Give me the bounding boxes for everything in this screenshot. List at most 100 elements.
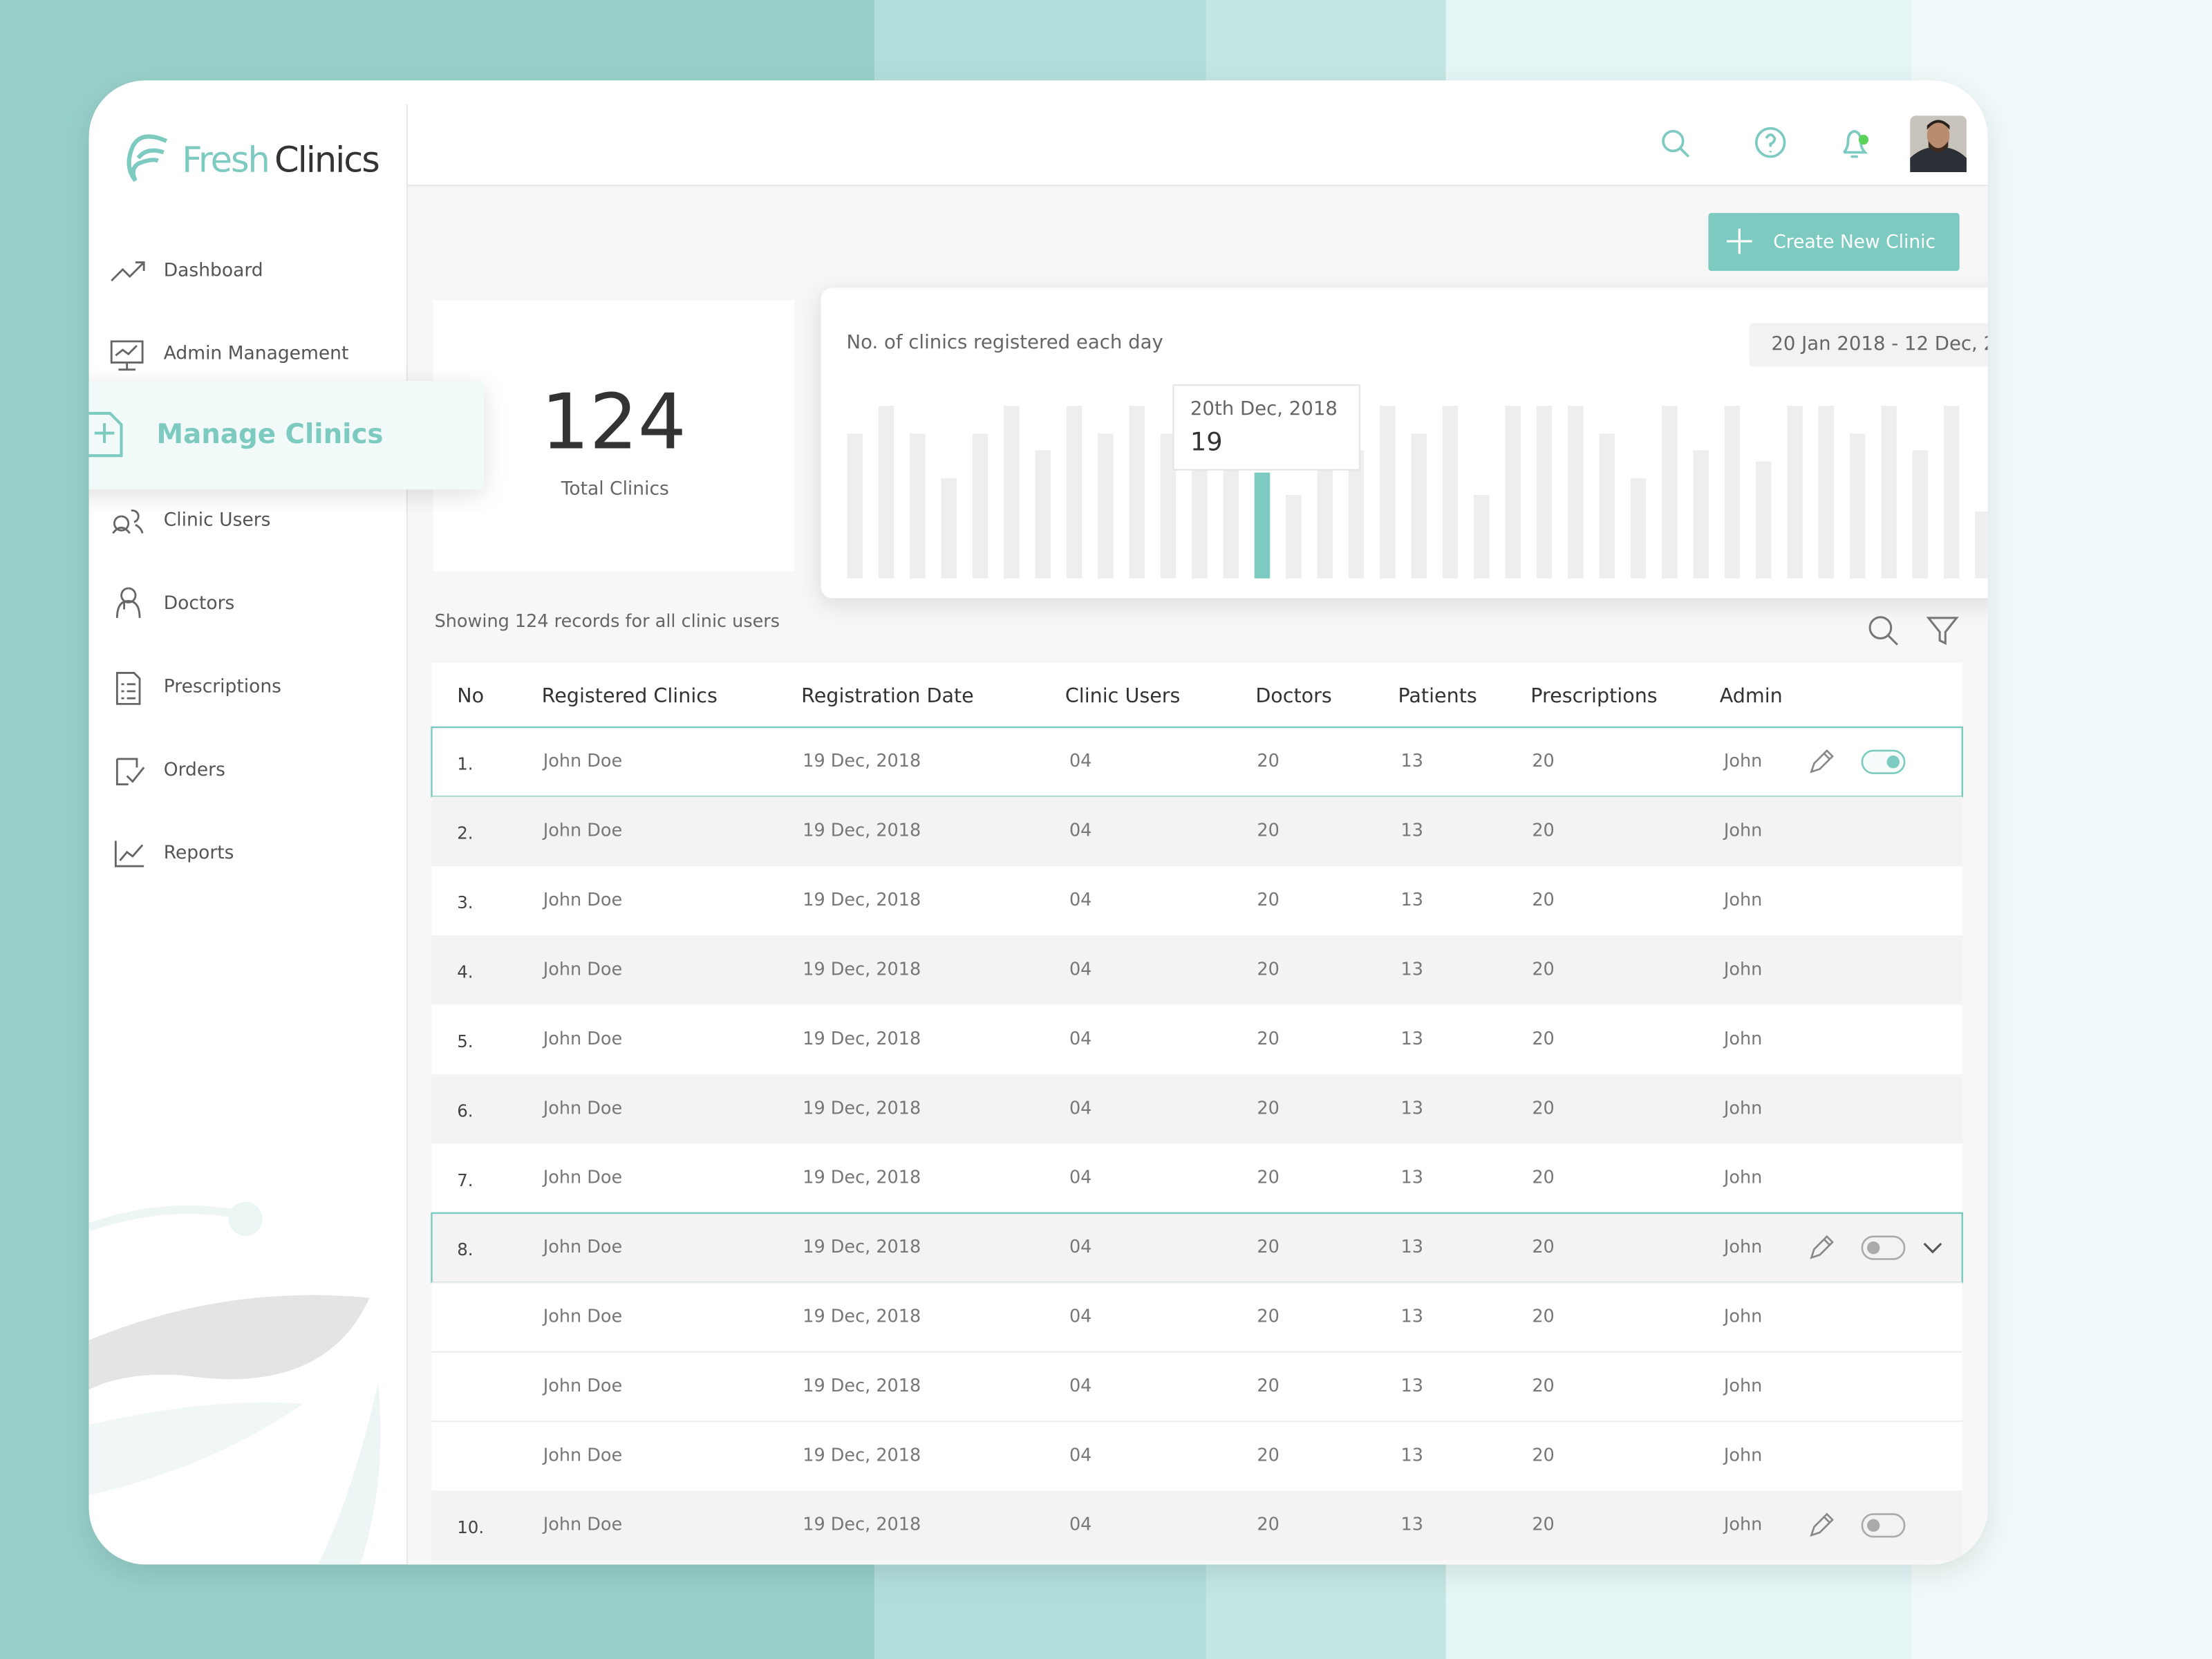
table-row[interactable] bbox=[431, 865, 1962, 936]
window-content: No Registered Clinics Registration Date Cli… bbox=[46, 104, 2056, 1565]
nav-item-active[interactable]: Manage Clinics bbox=[157, 419, 384, 450]
bar[interactable] bbox=[1818, 406, 1835, 579]
table-cell: John bbox=[1723, 1376, 1762, 1396]
bar[interactable] bbox=[1943, 406, 1960, 579]
table-cell: John Doe bbox=[542, 821, 622, 841]
bar[interactable] bbox=[1348, 450, 1365, 579]
nav-item[interactable]: Reports bbox=[164, 842, 234, 863]
bar[interactable] bbox=[1066, 406, 1082, 579]
table-cell: 13 bbox=[1401, 1098, 1423, 1118]
table-row[interactable] bbox=[431, 1421, 1962, 1491]
table-filter[interactable] bbox=[1926, 617, 1959, 646]
bar[interactable] bbox=[1693, 450, 1709, 579]
row-number: 8. bbox=[457, 1239, 473, 1259]
table-cell: John bbox=[1723, 959, 1762, 980]
bar[interactable] bbox=[878, 406, 894, 579]
table-cell: 20 bbox=[1532, 751, 1554, 771]
table-cell: John bbox=[1723, 751, 1762, 771]
table-cell: 20 bbox=[1257, 1029, 1279, 1049]
nav-item[interactable]: Orders bbox=[164, 759, 225, 780]
bar[interactable] bbox=[1160, 433, 1177, 579]
bar[interactable] bbox=[1505, 406, 1521, 579]
edit-icon[interactable] bbox=[1810, 749, 1834, 774]
tooltip-value: 19 bbox=[1190, 427, 1223, 456]
date-range[interactable]: 20 Jan 2018 - 12 Dec, 2018 bbox=[1771, 332, 2032, 355]
table-row[interactable] bbox=[431, 935, 1962, 1005]
button-label: Create New Clinic bbox=[1773, 232, 1936, 253]
bar[interactable] bbox=[1536, 406, 1553, 579]
nav-item[interactable]: Doctors bbox=[164, 592, 235, 614]
bar[interactable] bbox=[1912, 450, 1929, 579]
table-row[interactable] bbox=[431, 1490, 1962, 1560]
bar[interactable] bbox=[1004, 406, 1020, 579]
bar[interactable] bbox=[1756, 461, 1772, 579]
table-row[interactable] bbox=[431, 1074, 1962, 1144]
bar[interactable] bbox=[1881, 406, 1897, 579]
bar[interactable] bbox=[1662, 406, 1678, 579]
table-cell: 20 bbox=[1257, 890, 1279, 910]
nav-item[interactable]: Admin Management bbox=[164, 343, 349, 364]
table-cell: John Doe bbox=[542, 1515, 622, 1535]
table-row[interactable] bbox=[431, 1143, 1962, 1213]
edit-icon[interactable] bbox=[1810, 1512, 1834, 1537]
active-nav-card[interactable] bbox=[46, 381, 484, 490]
bar[interactable] bbox=[941, 478, 957, 579]
nav-item[interactable]: Clinic Users bbox=[164, 509, 271, 531]
table-row[interactable] bbox=[431, 796, 1962, 866]
bar[interactable] bbox=[910, 433, 926, 579]
bar[interactable] bbox=[1380, 406, 1396, 579]
table-cell: John Doe bbox=[542, 959, 622, 980]
table-search[interactable] bbox=[1868, 616, 1893, 640]
row-number: 4. bbox=[457, 962, 473, 982]
bar[interactable] bbox=[1035, 450, 1051, 579]
table-cell: 19 Dec, 2018 bbox=[803, 1237, 921, 1257]
bar[interactable] bbox=[1787, 406, 1803, 579]
date-range-pill[interactable] bbox=[1749, 323, 2056, 367]
column-header: Clinic Users bbox=[1065, 684, 1181, 707]
expand-chevron[interactable] bbox=[1923, 1242, 1942, 1254]
bar[interactable] bbox=[847, 433, 863, 579]
table-row[interactable] bbox=[431, 1351, 1962, 1422]
avatar[interactable] bbox=[1910, 115, 1967, 172]
bar[interactable] bbox=[1286, 494, 1302, 579]
table-cell: 04 bbox=[1069, 1376, 1091, 1396]
table-cell: 04 bbox=[1069, 751, 1091, 771]
table-row[interactable] bbox=[431, 1282, 1962, 1352]
bar[interactable] bbox=[1442, 406, 1459, 579]
bar[interactable] bbox=[1411, 433, 1427, 579]
table-row[interactable] bbox=[431, 1004, 1962, 1075]
bar[interactable] bbox=[1254, 472, 1271, 579]
bar[interactable] bbox=[1474, 494, 1490, 579]
bar[interactable] bbox=[1568, 406, 1584, 579]
bar[interactable] bbox=[1098, 433, 1114, 579]
bar[interactable] bbox=[1724, 406, 1741, 579]
bar[interactable] bbox=[1849, 433, 1866, 579]
table-cell: 20 bbox=[1257, 1515, 1279, 1535]
logo-first: Fresh bbox=[182, 140, 269, 181]
table-caption: Showing 124 records for all clinic users bbox=[435, 611, 780, 632]
table-cell: 20 bbox=[1532, 1168, 1554, 1188]
bar[interactable] bbox=[1129, 406, 1145, 579]
toggle-knob bbox=[1886, 756, 1900, 769]
create-button[interactable] bbox=[1708, 213, 1960, 271]
bar[interactable] bbox=[1630, 478, 1647, 579]
nav-icon bbox=[114, 841, 144, 868]
edit-icon[interactable] bbox=[1810, 1235, 1834, 1259]
sidebar-nav: Dashboard Admin Management Manage Clinics C… bbox=[46, 259, 484, 868]
bar[interactable] bbox=[1975, 512, 1990, 579]
bar[interactable] bbox=[1599, 433, 1615, 579]
notification-icon[interactable] bbox=[1842, 129, 1868, 158]
column-header: Patients bbox=[1398, 684, 1477, 707]
summary-label: Total Clinics bbox=[561, 478, 669, 500]
table-cell: 04 bbox=[1069, 1168, 1091, 1188]
nav-item[interactable]: Dashboard bbox=[164, 259, 263, 281]
search-icon[interactable] bbox=[1662, 129, 1685, 153]
table-cell: John Doe bbox=[542, 1306, 622, 1327]
nav-item[interactable]: Prescriptions bbox=[164, 675, 281, 697]
toggle-knob bbox=[1867, 1519, 1880, 1532]
table-cell: 04 bbox=[1069, 1237, 1091, 1257]
bar[interactable] bbox=[972, 433, 988, 579]
help-icon[interactable] bbox=[1754, 126, 1786, 158]
row-number: 6. bbox=[457, 1100, 473, 1121]
table-row[interactable] bbox=[431, 726, 1963, 798]
